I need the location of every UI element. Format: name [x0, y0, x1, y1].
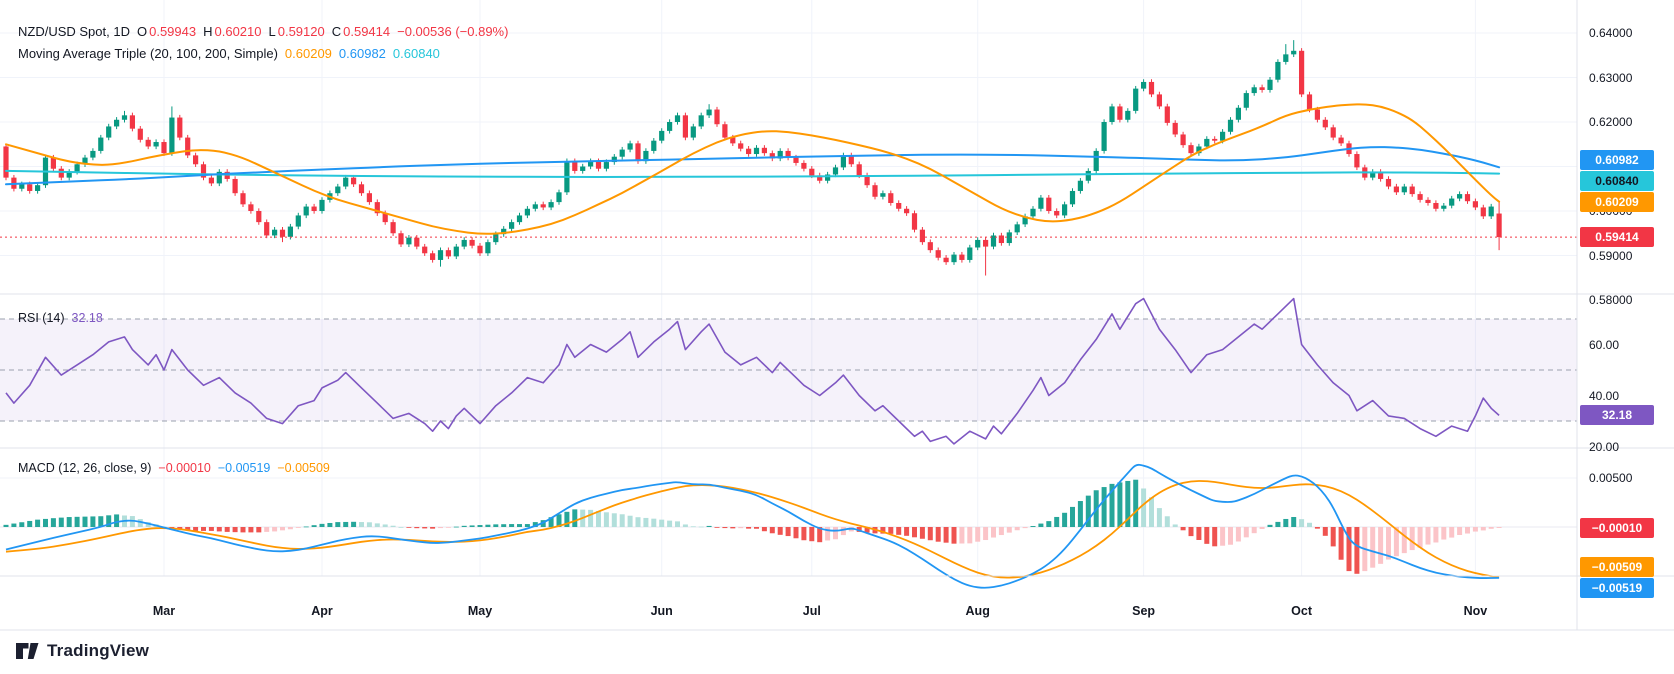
- price-pane[interactable]: [0, 0, 1577, 294]
- tradingview-logo-icon: [16, 642, 39, 659]
- macd-pane[interactable]: [0, 448, 1577, 576]
- time-axis-scale[interactable]: [0, 576, 1577, 630]
- tradingview-logo-text: TradingView: [47, 641, 150, 660]
- tradingview-logo-link[interactable]: TradingView: [16, 641, 149, 661]
- price-axis-scale[interactable]: [1577, 0, 1674, 630]
- rsi-pane[interactable]: [0, 294, 1577, 448]
